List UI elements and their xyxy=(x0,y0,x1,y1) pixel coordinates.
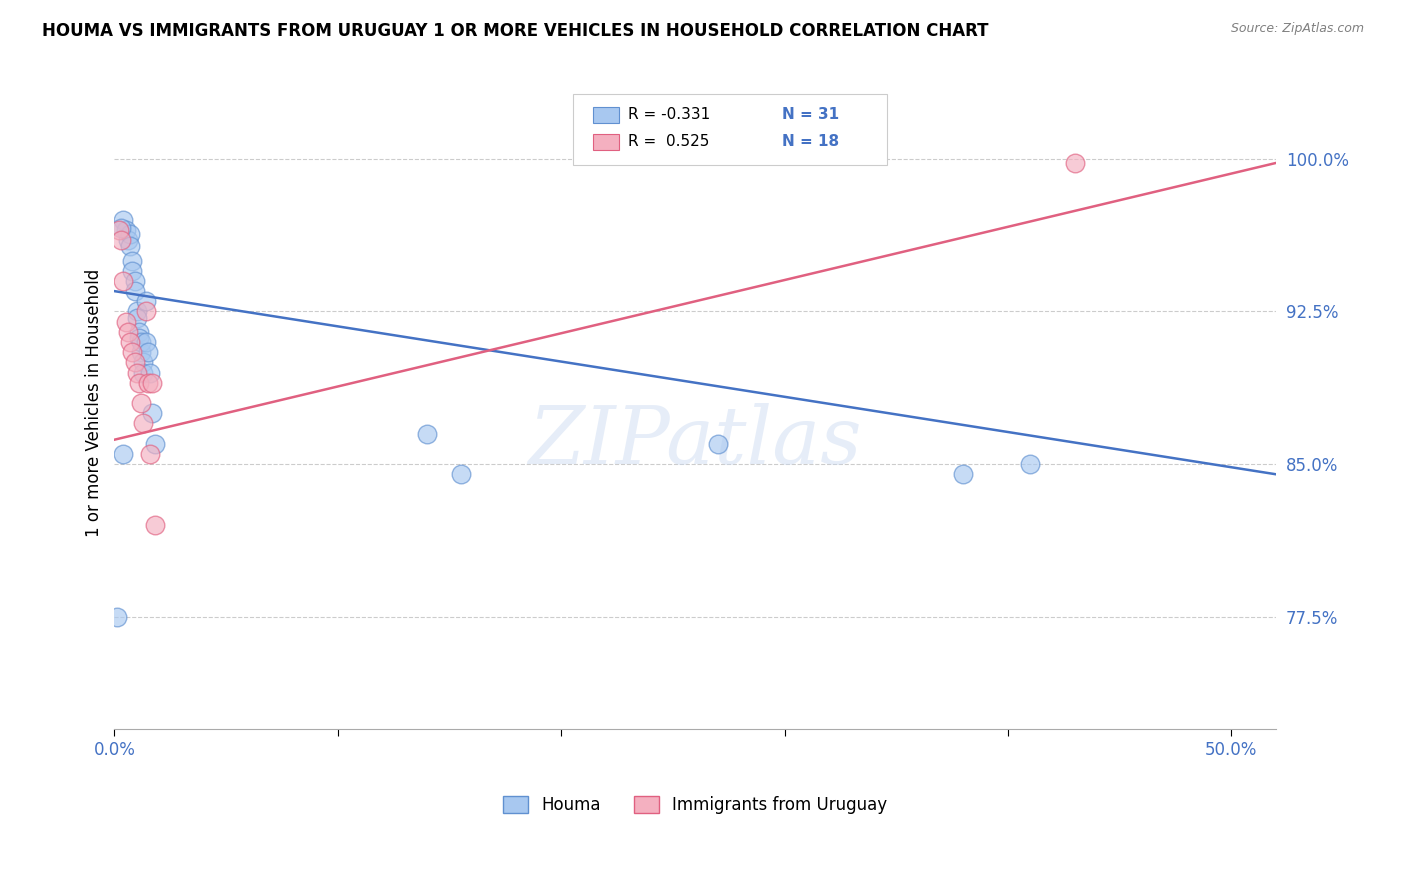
Point xyxy=(129,396,152,410)
Point xyxy=(125,304,148,318)
Point xyxy=(139,447,162,461)
Point xyxy=(117,325,139,339)
Point xyxy=(121,264,143,278)
Point xyxy=(112,274,135,288)
FancyBboxPatch shape xyxy=(574,94,887,165)
Text: N = 31: N = 31 xyxy=(782,107,839,122)
Text: HOUMA VS IMMIGRANTS FROM URUGUAY 1 OR MORE VEHICLES IN HOUSEHOLD CORRELATION CHA: HOUMA VS IMMIGRANTS FROM URUGUAY 1 OR MO… xyxy=(42,22,988,40)
Point xyxy=(143,437,166,451)
Point xyxy=(129,345,152,359)
Text: R = -0.331: R = -0.331 xyxy=(628,107,710,122)
Point xyxy=(118,334,141,349)
Point xyxy=(450,467,472,482)
Point xyxy=(135,294,157,309)
Point xyxy=(124,284,146,298)
Legend: Houma, Immigrants from Uruguay: Houma, Immigrants from Uruguay xyxy=(496,789,894,821)
Point xyxy=(136,345,159,359)
Point xyxy=(132,355,155,369)
Point xyxy=(952,467,974,482)
Point xyxy=(128,325,150,339)
Point xyxy=(110,221,132,235)
Text: ZIPatlas: ZIPatlas xyxy=(529,403,862,481)
Y-axis label: 1 or more Vehicles in Household: 1 or more Vehicles in Household xyxy=(86,269,103,537)
Text: N = 18: N = 18 xyxy=(782,135,839,150)
Point xyxy=(117,233,139,247)
Point xyxy=(105,609,128,624)
Text: Source: ZipAtlas.com: Source: ZipAtlas.com xyxy=(1230,22,1364,36)
Point xyxy=(135,304,157,318)
Point xyxy=(1019,457,1042,471)
Point xyxy=(143,518,166,533)
Point xyxy=(124,355,146,369)
Point xyxy=(136,376,159,390)
Point xyxy=(108,223,131,237)
Point xyxy=(124,274,146,288)
Point xyxy=(141,376,163,390)
FancyBboxPatch shape xyxy=(593,107,619,123)
Point xyxy=(132,366,155,380)
Point xyxy=(110,233,132,247)
Point xyxy=(125,310,148,325)
Point xyxy=(112,447,135,461)
Point xyxy=(135,334,157,349)
Point xyxy=(706,437,728,451)
Point xyxy=(141,406,163,420)
Point xyxy=(125,366,148,380)
Point xyxy=(129,334,152,349)
Point xyxy=(128,331,150,345)
Point xyxy=(118,227,141,241)
Point xyxy=(139,366,162,380)
Text: R =  0.525: R = 0.525 xyxy=(628,135,709,150)
Point xyxy=(416,426,439,441)
Point xyxy=(114,223,136,237)
Point xyxy=(112,213,135,227)
FancyBboxPatch shape xyxy=(593,134,619,151)
Point xyxy=(114,315,136,329)
Point xyxy=(1064,156,1087,170)
Point xyxy=(118,239,141,253)
Point xyxy=(128,376,150,390)
Point xyxy=(121,253,143,268)
Point xyxy=(121,345,143,359)
Point xyxy=(132,417,155,431)
